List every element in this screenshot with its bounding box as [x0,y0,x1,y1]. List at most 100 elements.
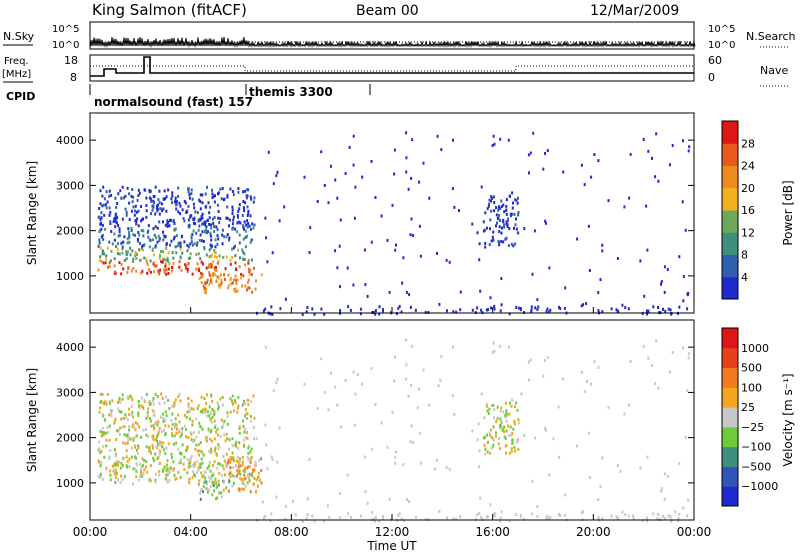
scatter-cell [632,514,635,518]
scatter-cell [557,405,560,409]
scatter-cell [253,223,256,227]
scatter-cell [252,226,255,230]
scatter-cell [488,243,491,247]
scatter-cell [231,457,233,461]
scatter-cell [124,441,127,445]
scatter-cell [156,226,159,230]
scatter-cell [117,460,120,464]
scatter-cell [411,234,414,237]
scatter-cell [223,480,226,483]
scatter-cell [226,415,229,418]
scatter-cell [227,461,229,465]
scatter-cell [439,378,442,382]
scatter-cell [189,464,192,468]
scatter-cell [284,517,287,521]
scatter-cell [523,434,526,438]
scatter-cell [230,282,233,286]
scatter-cell [238,207,241,211]
scatter-cell [187,190,190,193]
scatter-cell [313,312,316,316]
scatter-cell [492,195,495,199]
colorbar-tick-label: 8 [741,249,748,262]
scatter-cell [202,239,205,243]
scatter-cell [513,422,516,426]
scatter-cell [177,186,180,190]
scatter-cell [150,451,152,455]
scatter-cell [410,424,413,428]
scatter-cell [178,428,181,432]
scatter-cell [662,514,664,518]
scatter-cell [162,448,165,452]
scatter-cell [205,414,208,418]
scatter-cell [120,196,123,200]
scatter-cell [166,259,169,263]
scatter-cell [666,268,669,271]
scatter-cell [271,312,274,316]
scatter-cell [330,164,332,168]
scatter-cell [126,252,129,256]
scatter-cell [627,307,630,311]
station-title: King Salmon (fitACF) [92,1,247,19]
scatter-cell [155,420,158,424]
scatter-cell [411,138,414,142]
scatter-cell [512,427,515,431]
scatter-cell [252,437,255,441]
scatter-cell [111,242,114,246]
scatter-cell [629,152,632,156]
scatter-cell [204,410,207,414]
scatter-cell [247,452,250,455]
scatter-cell [226,422,229,426]
scatter-cell [249,460,252,464]
scatter-cell [490,197,493,200]
scatter-cell [395,243,397,247]
scatter-cell [112,469,115,473]
scatter-cell [207,201,210,205]
scatter-cell [682,275,685,278]
scatter-cell [451,394,454,398]
scatter-cell [191,243,194,247]
scatter-cell [639,259,642,263]
scatter-cell [146,470,149,474]
scatter-cell [231,256,234,259]
scatter-cell [361,382,364,386]
scatter-cell [250,472,253,476]
scatter-cell [208,263,211,267]
scatter-cell [125,213,128,217]
scatter-cell [109,473,112,477]
scatter-cell [211,244,213,248]
scatter-cell [145,392,148,396]
scatter-cell [100,460,103,464]
scatter-cell [167,442,170,446]
scatter-cell [147,434,150,438]
scatter-cell [601,517,604,521]
scatter-cell [213,460,216,464]
scatter-cell [664,309,667,313]
scatter-cell [171,266,174,269]
scatter-cell [170,419,173,423]
scatter-cell [199,207,202,211]
scatter-cell [172,219,175,223]
scatter-cell [499,207,502,210]
freq-tick-bottom: 8 [70,71,77,84]
scatter-cell [645,309,648,313]
scatter-cell [610,307,613,311]
scatter-cell [382,516,384,520]
scatter-cell [98,207,101,210]
scatter-cell [527,360,530,364]
scatter-cell [179,244,182,248]
scatter-cell [503,430,506,434]
scatter-cell [213,200,216,204]
scatter-cell [563,513,566,517]
scatter-cell [179,255,182,259]
scatter-cell [211,474,213,478]
scatter-cell [544,426,547,430]
scatter-cell [106,425,109,429]
scatter-cell [552,437,555,441]
scatter-cell [146,414,149,418]
scatter-cell [201,201,204,205]
scatter-cell [113,232,116,236]
scatter-cell [204,220,207,224]
scatter-cell [508,451,511,455]
scatter-cell [482,220,485,224]
